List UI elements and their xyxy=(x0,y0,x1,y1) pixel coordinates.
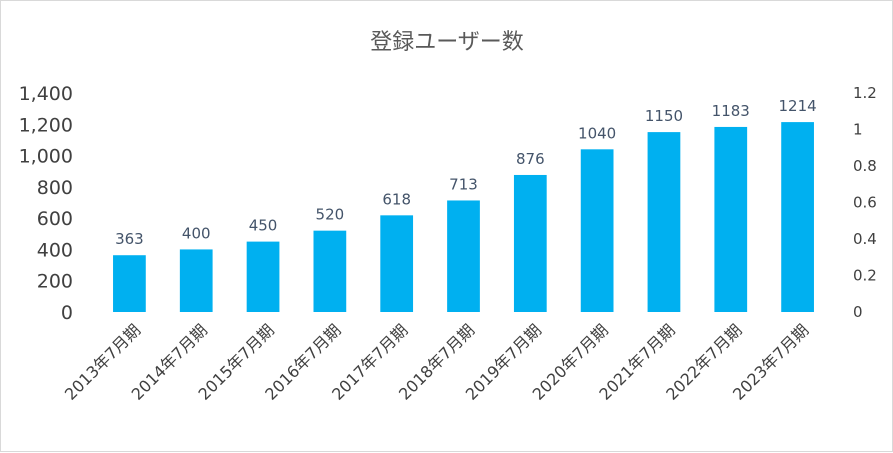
data-label: 713 xyxy=(449,175,478,193)
y-tick-label: 200 xyxy=(37,271,73,293)
bar xyxy=(113,255,146,312)
y2-tick-label: 0.8 xyxy=(853,157,877,175)
y2-tick-label: 1 xyxy=(853,121,863,139)
data-label: 363 xyxy=(115,230,144,248)
data-label: 876 xyxy=(516,150,545,168)
y-tick-label: 1,200 xyxy=(19,114,73,136)
y2-tick-label: 0.6 xyxy=(853,194,877,212)
data-label: 1150 xyxy=(645,107,683,125)
bar xyxy=(781,122,814,313)
y2-tick-label: 0 xyxy=(853,303,863,321)
bar xyxy=(246,241,280,312)
y2-tick-label: 0.4 xyxy=(853,230,877,248)
data-label: 400 xyxy=(182,224,211,242)
bar xyxy=(380,215,414,312)
data-label: 450 xyxy=(249,217,278,235)
data-labels: 363 400 450 520 618 713 876 1040 1150 1183 1214 xyxy=(115,97,817,248)
data-label: 1214 xyxy=(778,97,816,115)
chart-title: 登録ユーザー数 xyxy=(370,30,524,55)
bar xyxy=(580,149,614,312)
y-tick-label: 400 xyxy=(37,239,73,261)
y-axis: 0 200 400 600 800 1,000 1,200 1,400 xyxy=(19,83,73,324)
bar xyxy=(714,126,748,312)
y-tick-label: 1,400 xyxy=(19,83,73,105)
y2-tick-label: 0.2 xyxy=(853,267,877,285)
bars xyxy=(113,122,814,313)
data-label: 1040 xyxy=(578,124,616,142)
y-tick-label: 1,000 xyxy=(19,146,73,168)
y2-tick-label: 1.2 xyxy=(853,84,877,102)
data-label: 1183 xyxy=(712,102,750,120)
y-tick-label: 0 xyxy=(61,302,73,324)
bar xyxy=(179,249,213,312)
data-label: 520 xyxy=(316,206,345,224)
y-tick-label: 600 xyxy=(37,208,73,230)
x-axis: 2013年7月期2014年7月期2015年7月期2016年7月期2017年7月期… xyxy=(61,320,813,403)
secondary-y-axis: 0 0.2 0.4 0.6 0.8 1 1.2 xyxy=(853,84,877,321)
data-label: 618 xyxy=(382,190,411,208)
bar xyxy=(513,174,547,312)
bar xyxy=(447,200,480,312)
y-tick-label: 800 xyxy=(37,177,73,199)
bar xyxy=(647,132,681,312)
bar xyxy=(313,230,347,312)
